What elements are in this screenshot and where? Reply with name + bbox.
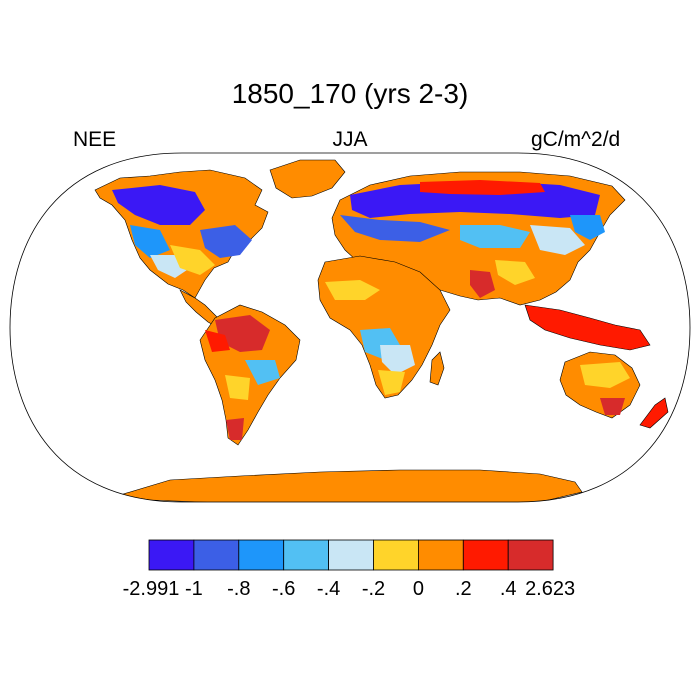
new-zealand — [639, 397, 669, 429]
colorbar-tick-label: 0 — [413, 578, 424, 600]
colorbar-swatch — [283, 539, 330, 571]
units-label: gC/m^2/d — [531, 128, 621, 151]
colorbar-swatch — [417, 539, 464, 571]
colorbar-tick-label: 2.623 — [525, 578, 575, 600]
madagascar — [429, 351, 445, 386]
colorbar-swatch — [373, 539, 419, 571]
colorbar-swatch — [328, 539, 374, 571]
colorbar-tick-label: -.6 — [272, 578, 295, 600]
map-projection-border — [9, 152, 691, 503]
colorbar-tick-label: .4 — [500, 578, 517, 600]
colorbar-swatch — [462, 539, 509, 571]
colorbar-tick-label: -.4 — [317, 578, 340, 600]
southeast-asia-islands — [524, 304, 651, 351]
variable-label: NEE — [73, 128, 117, 151]
colorbar-swatch — [193, 539, 240, 571]
colorbar-tick-label: -.8 — [227, 578, 250, 600]
map-title: 1850_170 (yrs 2-3) — [231, 78, 469, 109]
colorbar-tick-label: .2 — [455, 578, 472, 600]
colorbar-tick-label: -.2 — [362, 578, 385, 600]
colorbar-tick-label: -2.991 — [123, 578, 180, 600]
colorbar-swatch — [238, 539, 285, 571]
colorbar-tick-label: -1 — [185, 578, 203, 600]
flux-patches — [112, 180, 630, 440]
season-label: JJA — [332, 128, 368, 151]
colorbar-swatch — [507, 539, 554, 571]
colorbar-swatch — [148, 539, 195, 571]
antarctica — [119, 469, 583, 502]
greenland — [269, 159, 346, 199]
